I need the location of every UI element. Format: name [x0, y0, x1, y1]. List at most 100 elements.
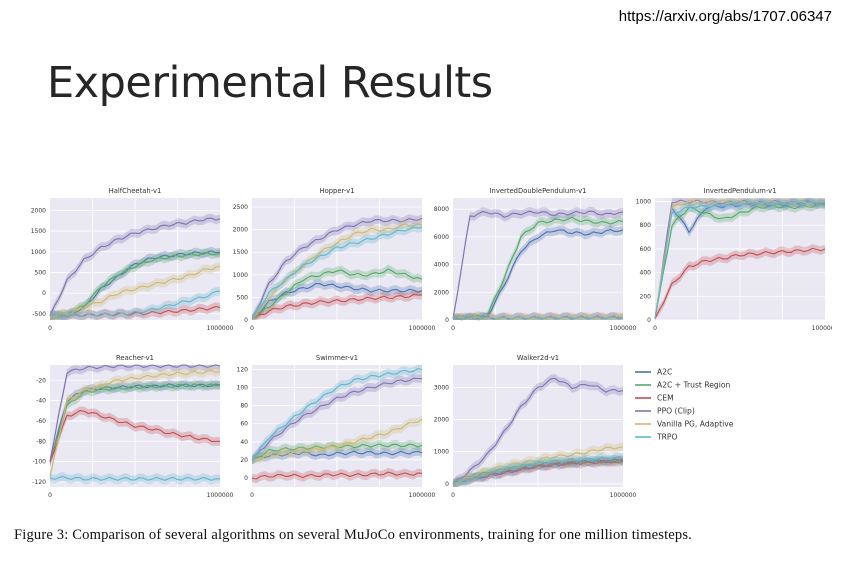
- subplot-inverteddoublependulum-v1: 0 2000 4000 6000 8000 0 1000000 InvertedDoubleP…: [434, 187, 637, 332]
- y-tick-label: 2000: [434, 289, 449, 296]
- series-band-a2c-trust-region: [453, 455, 623, 487]
- series-band-a2c: [252, 447, 422, 465]
- series-line-trpo: [251, 226, 423, 320]
- subplot-title: InvertedPendulum-v1: [704, 187, 777, 195]
- y-tick-label: -80: [36, 438, 46, 445]
- series-line-trpo: [251, 368, 423, 461]
- series-line-a2c-trust-region: [452, 216, 624, 320]
- series-line-a2c: [49, 383, 221, 462]
- series-line-ppo-clip: [452, 377, 624, 485]
- series-line-a2c-trust-region: [654, 203, 826, 319]
- series-line-ppo-clip: [452, 210, 624, 319]
- y-tick-label: 40: [240, 439, 248, 446]
- subplot-title: Reacher-v1: [116, 354, 154, 362]
- x-tick-label: 1000000: [207, 492, 234, 499]
- series-band-cem: [655, 244, 825, 320]
- series-band-trpo: [50, 472, 220, 485]
- series-band-trpo: [50, 286, 220, 320]
- y-tick-label: 1000: [31, 249, 46, 256]
- y-tick-label: 120: [237, 367, 249, 374]
- y-tick-label: 80: [240, 403, 248, 410]
- x-tick-label: 0: [48, 325, 52, 332]
- legend-label-ppo-clip: PPO (Clip): [657, 407, 695, 416]
- y-tick-label: 400: [640, 270, 652, 277]
- subplot-walker2d-v1: 0 1000 2000 3000 0 1000000 Walker2d-v1: [434, 354, 637, 499]
- series-band-trpo: [453, 452, 623, 487]
- y-tick-label: 600: [640, 246, 652, 253]
- y-tick-label: 1500: [31, 228, 46, 235]
- x-tick-label: 1000000: [610, 325, 637, 332]
- series-line-cem: [49, 410, 221, 462]
- y-tick-label: 2000: [233, 227, 248, 234]
- series-band-a2c: [50, 379, 220, 466]
- x-tick-label: 1000000: [812, 325, 832, 332]
- series-band-trpo: [655, 198, 825, 320]
- y-tick-label: 1000: [636, 199, 651, 206]
- series-line-trpo: [49, 475, 221, 481]
- series-band-trpo: [252, 222, 422, 320]
- series-line-vanilla-pg-adaptive: [251, 418, 423, 461]
- series-band-a2c: [453, 225, 623, 320]
- x-tick-label: 0: [250, 492, 254, 499]
- x-tick-label: 0: [653, 325, 657, 332]
- y-tick-label: 0: [244, 475, 248, 482]
- subplot-title: HalfCheetah-v1: [109, 187, 162, 195]
- series-band-ppo-clip: [252, 373, 422, 465]
- x-tick-label: 0: [250, 325, 254, 332]
- x-tick-label: 0: [48, 492, 52, 499]
- x-tick-label: 1000000: [409, 325, 436, 332]
- legend-label-a2c-trust-region: A2C + Trust Region: [657, 381, 731, 390]
- y-tick-label: 100: [237, 385, 249, 392]
- y-tick-label: 200: [640, 293, 652, 300]
- series-band-a2c-trust-region: [50, 379, 220, 466]
- y-tick-label: 1000: [233, 272, 248, 279]
- series-line-a2c-trust-region: [49, 383, 221, 462]
- y-tick-label: 4000: [434, 262, 449, 269]
- y-tick-label: 1500: [233, 249, 248, 256]
- y-tick-label: 2000: [434, 417, 449, 424]
- y-tick-label: -60: [36, 418, 46, 425]
- y-tick-label: 3000: [434, 384, 449, 391]
- results-figure: -500 0 500 1000 1500 2000 0 1000000 HalfCheetah-…: [10, 174, 832, 504]
- subplot-invertedpendulum-v1: 0 200 400 600 800 1000 0 1000000 InvertedPendulu…: [636, 187, 832, 332]
- subplot-reacher-v1: -120 -100 -80 -60 -40 -20 0 1000000 Reacher-v1: [32, 354, 233, 499]
- series-line-a2c: [251, 450, 423, 461]
- series-line-ppo-clip: [49, 217, 221, 317]
- legend-label-vanilla-pg-adaptive: Vanilla PG, Adaptive: [657, 420, 734, 429]
- x-tick-label: 1000000: [610, 492, 637, 499]
- y-tick-label: 500: [237, 294, 249, 301]
- series-line-trpo: [654, 200, 826, 319]
- series-band-a2c: [50, 246, 220, 320]
- y-tick-label: -40: [36, 398, 46, 405]
- series-band-a2c-trust-region: [252, 264, 422, 320]
- legend-label-a2c: A2C: [657, 368, 672, 377]
- x-tick-label: 1000000: [207, 325, 234, 332]
- series-line-vanilla-pg-adaptive: [49, 265, 221, 318]
- series-line-cem: [251, 293, 423, 320]
- series-band-a2c-trust-region: [252, 439, 422, 465]
- y-tick-label: 8000: [434, 206, 449, 213]
- y-tick-label: 60: [240, 421, 248, 428]
- series-line-ppo-clip: [251, 217, 423, 320]
- y-tick-label: 800: [640, 222, 652, 229]
- y-tick-label: 500: [35, 269, 47, 276]
- series-line-trpo: [49, 290, 221, 318]
- series-line-cem: [654, 247, 826, 320]
- series-line-cem: [251, 471, 423, 480]
- series-band-cem: [252, 467, 422, 484]
- slide-title: Experimental Results: [47, 58, 493, 108]
- series-line-a2c-trust-region: [251, 268, 423, 320]
- series-band-a2c: [453, 454, 623, 487]
- y-tick-label: 1000: [434, 449, 449, 456]
- series-band-trpo: [453, 312, 623, 320]
- figure-caption: Figure 3: Comparison of several algorith…: [14, 527, 692, 543]
- legend-label-trpo: TRPO: [656, 433, 677, 442]
- y-tick-label: 0: [445, 317, 449, 324]
- series-band-cem: [453, 455, 623, 487]
- subplot-title: Hopper-v1: [319, 187, 354, 195]
- subplot-title: Walker2d-v1: [517, 354, 559, 362]
- series-line-trpo: [452, 315, 624, 321]
- source-url[interactable]: https://arxiv.org/abs/1707.06347: [618, 8, 832, 25]
